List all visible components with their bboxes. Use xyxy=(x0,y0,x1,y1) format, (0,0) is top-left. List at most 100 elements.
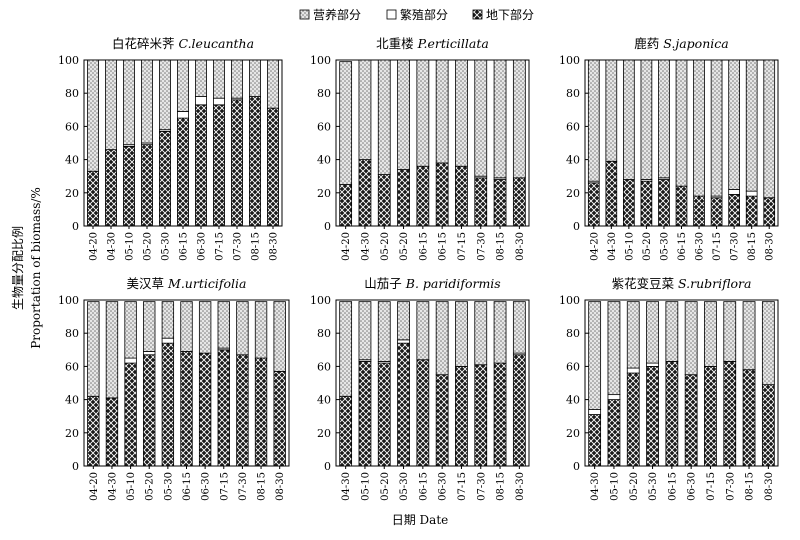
bar-segment-underground xyxy=(249,96,261,227)
bar-segment-underground xyxy=(105,397,119,467)
bar-segment-vegetative xyxy=(397,59,410,170)
bar-segment-underground xyxy=(626,372,640,467)
x-tick-label: 05-30 xyxy=(161,232,172,261)
bar-segment-vegetative xyxy=(124,301,137,359)
bar-segment-vegetative xyxy=(339,301,353,397)
bar-segment-underground xyxy=(339,395,353,467)
x-tick-label: 04-30 xyxy=(341,472,352,501)
bar-segment-vegetative xyxy=(455,59,468,167)
x-tick-label: 04-30 xyxy=(607,232,618,261)
bar-segment-vegetative xyxy=(397,301,410,341)
x-tick-label: 04-30 xyxy=(107,232,118,261)
bar-segment-underground xyxy=(416,359,430,467)
bar-segment-reproductive xyxy=(177,111,189,119)
bar-segment-underground xyxy=(605,160,618,227)
bar-segment-underground xyxy=(588,414,602,467)
bar-segment-vegetative xyxy=(704,301,717,367)
y-axis-title-en: Proportation of biomass/% xyxy=(29,187,43,349)
x-axis-title: 日期 Date xyxy=(392,513,449,527)
x-tick-label: 07-15 xyxy=(706,472,717,501)
x-tick-label: 06-30 xyxy=(197,232,208,261)
y-tick-label: 20 xyxy=(566,187,580,200)
legend-item-reproductive: 繁殖部分 xyxy=(386,7,448,22)
bar-segment-underground xyxy=(675,185,688,227)
bar-segment-reproductive xyxy=(124,357,137,364)
bar-segment-reproductive xyxy=(646,362,659,367)
bar-segment-vegetative xyxy=(763,59,776,199)
bar-segment-underground xyxy=(124,362,137,467)
x-tick-label: 07-30 xyxy=(238,472,249,501)
x-tick-label: 07-30 xyxy=(725,472,736,501)
x-tick-label: 06-15 xyxy=(418,232,429,261)
bar-segment-underground xyxy=(493,179,507,227)
bar-segment-reproductive xyxy=(397,339,410,344)
panel-title-en: P.erticillata xyxy=(417,36,489,51)
x-tick-label: 04-20 xyxy=(341,232,352,261)
panel-title-cn: 山茄子 xyxy=(364,276,405,291)
bar-segment-underground xyxy=(512,354,526,467)
bar-segment-vegetative xyxy=(512,59,526,179)
y-tick-label: 0 xyxy=(324,220,331,233)
bar-segment-underground xyxy=(198,352,212,467)
legend-swatch-reproductive xyxy=(386,9,397,20)
bar-segment-vegetative xyxy=(474,301,488,366)
y-tick-label: 100 xyxy=(58,294,79,307)
bar-segment-underground xyxy=(607,399,621,467)
panel-title-en: C.leucantha xyxy=(178,36,254,51)
bar-segment-underground xyxy=(474,364,488,467)
chart-panel-2: 北重楼 P.erticillata 0 20 40 60 80 100 04-20 04-30 0… xyxy=(310,36,530,261)
bar-segment-vegetative xyxy=(728,59,740,190)
bar-segment-vegetative xyxy=(646,301,659,364)
bar-segment-underground xyxy=(87,170,99,227)
bar-segment-underground xyxy=(474,177,488,227)
bar-segment-underground xyxy=(646,365,659,467)
legend-item-underground: 地下部分 xyxy=(472,7,534,22)
bar-segment-vegetative xyxy=(180,301,193,352)
x-tick-label: 04-20 xyxy=(589,232,600,261)
x-tick-label: 05-20 xyxy=(143,232,154,261)
bar-segment-vegetative xyxy=(474,59,488,177)
bar-segment-vegetative xyxy=(710,59,723,197)
x-tick-label: 08-15 xyxy=(747,232,758,261)
x-tick-label: 08-15 xyxy=(496,232,507,261)
y-tick-label: 80 xyxy=(65,87,79,100)
bar-segment-reproductive xyxy=(626,367,640,374)
x-tick-label: 06-15 xyxy=(438,232,449,261)
bar-segment-vegetative xyxy=(339,61,353,185)
y-tick-label: 80 xyxy=(566,87,580,100)
panel-title: 鹿药 S.japonica xyxy=(634,36,728,51)
bar-segment-underground xyxy=(236,354,249,467)
bar-segment-underground xyxy=(416,165,430,227)
bar-segment-vegetative xyxy=(587,59,600,182)
panel-title: 北重楼 P.erticillata xyxy=(376,36,489,51)
x-tick-label: 07-15 xyxy=(457,472,468,501)
x-tick-label: 06-15 xyxy=(667,472,678,501)
y-tick-label: 0 xyxy=(573,460,580,473)
bar-segment-underground xyxy=(180,351,193,467)
bar-segment-underground xyxy=(123,145,135,227)
bar-segment-underground xyxy=(397,169,410,227)
x-tick-label: 04-30 xyxy=(590,472,601,501)
panel-title-en: B. paridiformis xyxy=(405,276,501,291)
bar-segment-vegetative xyxy=(267,59,279,109)
bar-segment-underground xyxy=(723,361,737,467)
y-tick-label: 100 xyxy=(559,294,580,307)
bar-segment-underground xyxy=(704,365,717,467)
y-tick-label: 20 xyxy=(65,427,79,440)
y-tick-label: 80 xyxy=(566,327,580,340)
bar-segment-vegetative xyxy=(684,301,698,376)
y-tick-label: 20 xyxy=(317,187,331,200)
y-tick-label: 40 xyxy=(65,154,79,167)
bar-segment-underground xyxy=(358,361,372,467)
x-tick-label: 08-30 xyxy=(764,472,775,501)
panel-title: 美汉草 M.urticifolia xyxy=(127,276,247,291)
chart-panels: 白花碎米荠 C.leucantha 0 20 40 60 80 100 04-20 04-30 0… xyxy=(58,36,779,501)
legend-label-vegetative: 营养部分 xyxy=(313,7,361,22)
bar-segment-vegetative xyxy=(693,59,705,197)
bar-segment-underground xyxy=(640,180,653,227)
bar-segment-vegetative xyxy=(658,59,670,179)
panel-title-cn: 鹿药 xyxy=(634,36,663,51)
legend-item-vegetative: 营养部分 xyxy=(299,7,361,22)
bar-segment-underground xyxy=(195,104,207,227)
bar-segment-underground xyxy=(455,365,468,467)
